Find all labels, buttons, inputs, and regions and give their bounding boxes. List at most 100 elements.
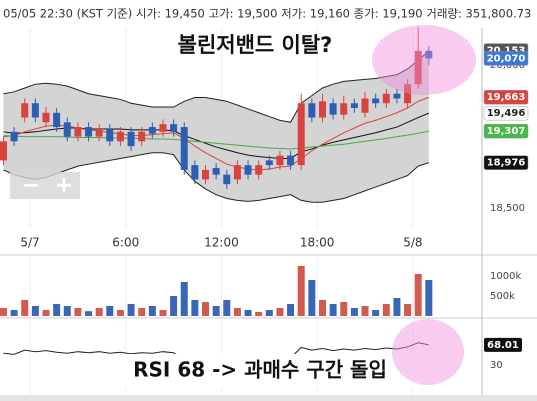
candle-body [297, 103, 305, 166]
price-marker-label: 19,496 [487, 108, 526, 119]
volume-bar [297, 266, 305, 316]
volume-bar [414, 274, 422, 316]
volume-bar [287, 304, 295, 316]
x-tick-label: 18:00 [300, 236, 335, 250]
price-marker-label: 18,976 [487, 158, 526, 169]
candle-body [414, 50, 422, 85]
candle-body [127, 131, 135, 147]
highlight [372, 25, 476, 95]
annotation: 볼린저밴드 이탈? [178, 33, 333, 57]
candle-body [329, 103, 337, 115]
price-marker [483, 123, 529, 139]
y-tick-label: 1000k [490, 271, 521, 282]
volume-bar [191, 300, 199, 316]
volume-bar [95, 308, 103, 316]
candle-body [223, 174, 231, 185]
candle-body [202, 169, 210, 180]
x-tick-label: 12:00 [204, 236, 239, 250]
candle-body [10, 131, 18, 142]
candle-body [106, 128, 114, 142]
candle-body [361, 98, 369, 113]
y-tick-label: 30 [490, 360, 503, 371]
candle-body [233, 165, 241, 180]
x-tick-label: 5/8 [403, 236, 422, 250]
candle-body [95, 128, 103, 137]
volume-bar [0, 308, 7, 316]
annotation: RSI 68 -> 과매수 구간 돌입 [133, 358, 387, 382]
volume-bar [74, 308, 82, 316]
volume-bar [53, 304, 61, 316]
y-tick-label: 18,500 [490, 203, 525, 214]
volume-bar [233, 308, 241, 316]
zoom-controls[interactable]: − + [10, 172, 80, 199]
volume-bar [116, 310, 124, 316]
candle-body [138, 131, 146, 142]
volume-bar [202, 302, 210, 316]
volume-bar [180, 282, 188, 316]
volume-bar [361, 306, 369, 316]
volume-bar [21, 300, 29, 316]
candle-body [180, 127, 188, 170]
bottom-bar [0, 395, 537, 401]
volume-bar [106, 306, 114, 316]
volume-bar [404, 304, 412, 316]
candle-body [372, 98, 380, 104]
volume-bar [138, 308, 146, 316]
candle-body [276, 155, 284, 166]
candle-body [31, 103, 39, 118]
candle-body [382, 93, 390, 104]
annotation-bg [100, 354, 422, 388]
candle-body [265, 160, 273, 166]
volume-bar [244, 310, 252, 316]
price-marker-label: 20,153 [487, 46, 526, 57]
candle-body [74, 127, 82, 137]
volume-bar [255, 312, 263, 316]
candle-body [244, 165, 252, 175]
candle-body [53, 112, 61, 128]
candle-body [148, 127, 156, 134]
volume-bar [393, 298, 401, 316]
volume-bar [318, 300, 326, 316]
volume-bar [329, 304, 337, 316]
rsi-marker [484, 337, 522, 352]
price-marker [483, 155, 529, 170]
indicator-line [3, 130, 429, 150]
price-marker [483, 89, 529, 105]
candle-body [350, 103, 358, 108]
candle-body [0, 141, 7, 161]
candle-body [308, 103, 316, 118]
volume-bar [340, 302, 348, 316]
indicator-line [3, 96, 430, 171]
zoom-box [10, 172, 80, 199]
rsi-marker-label: 68.01 [487, 340, 519, 351]
indicator-line [3, 112, 430, 159]
zoom-in[interactable]: + [55, 173, 73, 198]
volume-bar [265, 310, 273, 316]
candle-body [404, 84, 412, 104]
indicator-line [3, 152, 429, 203]
volume-bar [372, 310, 380, 316]
volume-bar [425, 280, 433, 316]
volume-bar [276, 308, 284, 316]
volume-bar [127, 304, 135, 316]
candle-body [318, 101, 326, 118]
candle-body [63, 122, 71, 137]
volume-bar [31, 306, 39, 316]
candle-body [85, 127, 93, 137]
volume-bar [85, 311, 93, 316]
candle-body [340, 103, 348, 115]
volume-bar [159, 310, 167, 316]
volume-bar [148, 306, 156, 316]
candle-body [21, 103, 29, 118]
highlight [392, 319, 464, 385]
zoom-out[interactable]: − [22, 173, 40, 198]
candle-body [255, 165, 263, 175]
price-marker-label: 19,307 [487, 126, 526, 137]
volume-bar [350, 308, 358, 316]
volume-bar [10, 310, 18, 316]
candle-body [116, 131, 124, 142]
candle-body [393, 93, 401, 99]
price-marker [483, 51, 529, 66]
candle-body [170, 124, 178, 132]
